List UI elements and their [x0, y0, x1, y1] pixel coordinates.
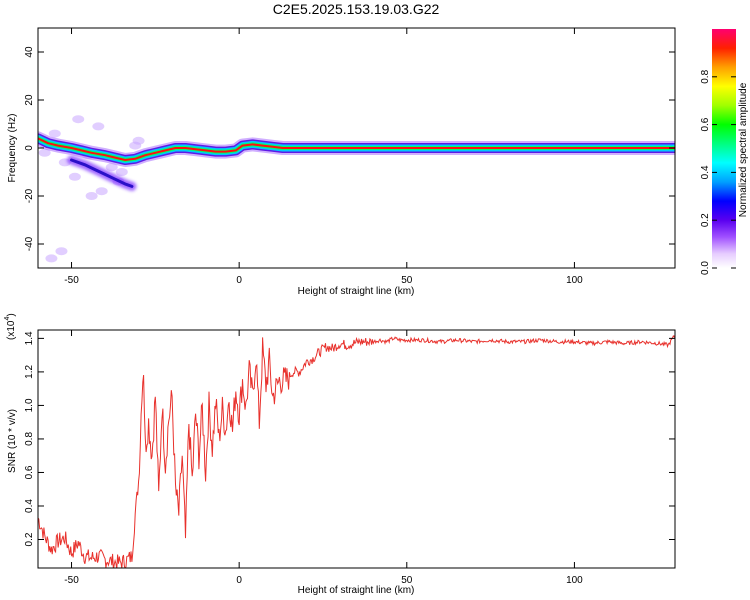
spectrogram-blob — [95, 187, 108, 196]
snr-multiplier: (x104) — [4, 313, 17, 340]
snr-xtick-label: 0 — [236, 575, 242, 586]
snr-ytick-label: 0.4 — [24, 499, 35, 513]
colorbar-tick-label: 0.4 — [700, 165, 711, 179]
spectrogram-blob — [72, 115, 85, 124]
snr-ytick-label: 0.8 — [24, 432, 35, 446]
spectrogram-blob — [45, 254, 58, 263]
snr-axes: -50 0 50 100 0.2 0.4 0.6 0.8 1.0 1.2 1.4 — [24, 330, 675, 586]
snr-ytick-label: 1.4 — [24, 331, 35, 345]
spectrogram-xtick-label: -50 — [64, 275, 79, 286]
spectrogram-blob — [48, 129, 61, 138]
spectrogram-blob — [105, 163, 118, 172]
colorbar-tick-label: 0.8 — [700, 69, 711, 83]
snr-ylabel: SNR (10 * v/v) — [7, 409, 18, 473]
colorbar: 0.0 0.2 0.4 0.6 0.8 Normalized spectral ampl… — [700, 29, 749, 275]
colorbar-tick-label: 0.6 — [700, 117, 711, 131]
spectrogram-secondary-core — [70, 158, 134, 188]
snr-xtick-label: 100 — [566, 575, 583, 586]
snr-series-line — [38, 334, 675, 568]
snr-xtick-label: 50 — [401, 575, 413, 586]
figure-title: C2E5.2025.153.19.03.G22 — [273, 1, 440, 17]
spectrogram-xtick-label: 100 — [566, 275, 583, 286]
spectrogram-ytick-label: -40 — [24, 236, 35, 251]
svg-text:(x104): (x104) — [4, 313, 17, 340]
spectrogram-xtick-label: 0 — [236, 275, 242, 286]
spectrogram-blob — [38, 148, 51, 157]
colorbar-gradient — [712, 29, 736, 268]
spectrogram-ylabel: Frequency (Hz) — [7, 114, 18, 183]
spectrogram-blob — [55, 247, 68, 256]
spectrogram-blob — [68, 172, 81, 181]
spectrogram-ytick-label: 20 — [24, 94, 35, 106]
spectrogram-blob — [85, 192, 98, 200]
spectrogram-panel: -50 0 50 100 -40 -20 0 20 40 Height of straight … — [7, 27, 676, 297]
snr-multiplier-close: ) — [6, 313, 17, 316]
snr-xlabel: Height of straight line (km) — [298, 585, 415, 596]
snr-ytick-label: 1.0 — [24, 398, 35, 412]
spectrogram-ytick-label: -20 — [24, 188, 35, 203]
spectrogram-blob — [129, 141, 142, 150]
snr-xtick-label: -50 — [64, 575, 79, 586]
snr-ytick-label: 0.6 — [24, 465, 35, 479]
spectrogram-xlabel: Height of straight line (km) — [298, 286, 415, 297]
spectrogram-ytick-label: 0 — [24, 145, 35, 151]
colorbar-tick-label: 0.0 — [700, 261, 711, 275]
spectrogram-heatmap — [38, 115, 675, 263]
spectrogram-blob — [92, 122, 105, 131]
snr-panel: -50 0 50 100 0.2 0.4 0.6 0.8 1.0 1.2 1.4 Height of… — [4, 313, 676, 596]
snr-ytick-label: 1.2 — [24, 365, 35, 379]
snr-multiplier-exp: 4 — [4, 317, 11, 321]
colorbar-label: Normalized spectral amplitude — [738, 82, 749, 217]
spectrogram-blob — [115, 168, 128, 176]
spectrogram-axes: -50 0 50 100 -40 -20 0 20 40 — [24, 28, 675, 286]
colorbar-ticks: 0.0 0.2 0.4 0.6 0.8 — [700, 69, 736, 275]
spectrogram-ridge-core — [38, 137, 675, 161]
snr-multiplier-base: (x10 — [6, 320, 17, 340]
spectrogram-xtick-label: 50 — [401, 275, 413, 286]
spectrogram-ytick-label: 40 — [24, 46, 35, 58]
colorbar-tick-label: 0.2 — [700, 213, 711, 227]
snr-ytick-label: 0.2 — [24, 532, 35, 546]
snr-frame — [37, 329, 676, 569]
